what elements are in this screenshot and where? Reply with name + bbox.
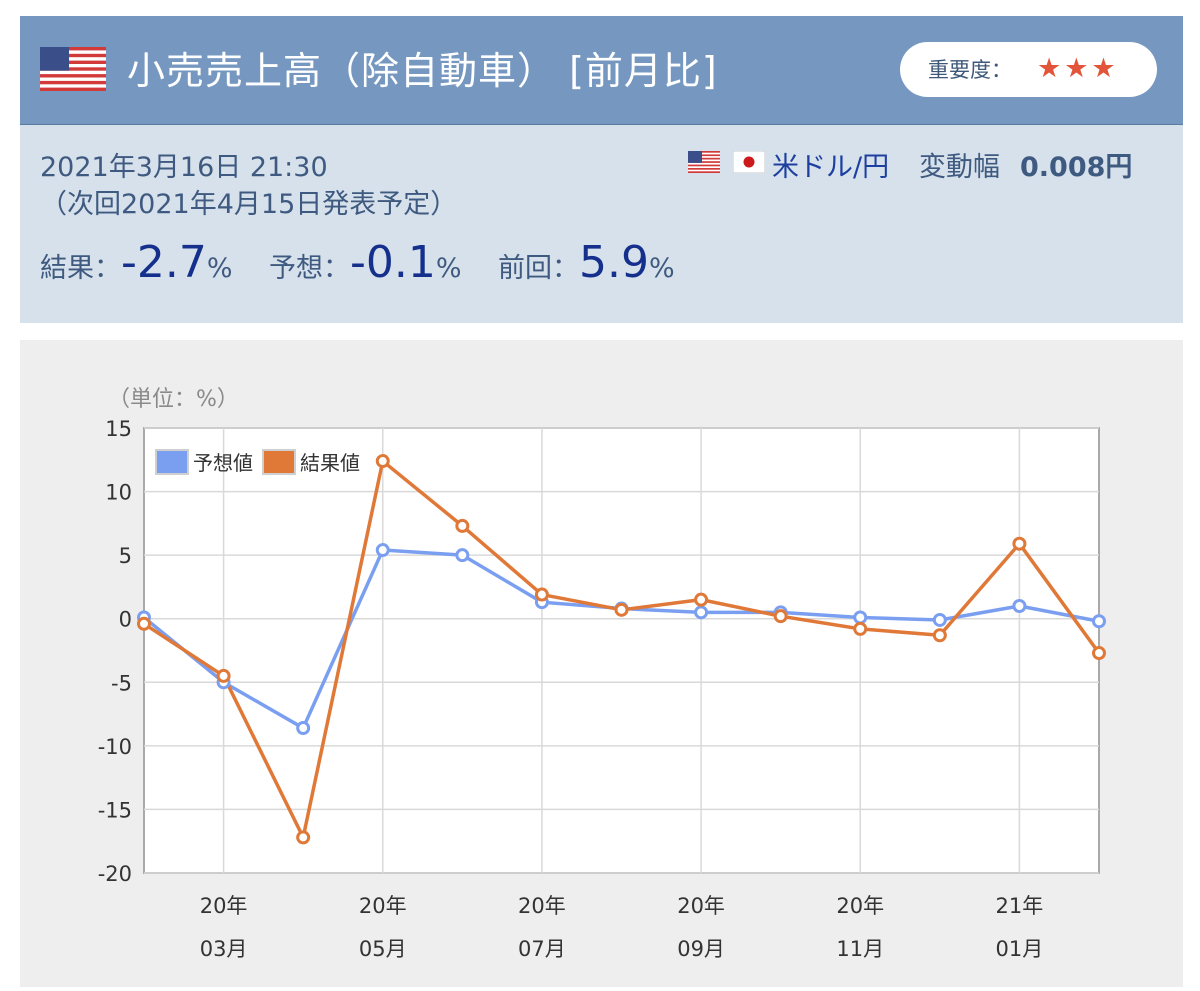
currency-pair-flags [688, 151, 773, 173]
legend-swatch-forecast [155, 449, 189, 475]
y-tick-label: 5 [119, 544, 132, 568]
legend-label-forecast: 予想値 [193, 451, 253, 475]
previous-value: 5.9 [579, 237, 649, 288]
volatility-value: 0.008円 [1020, 152, 1133, 183]
importance-label: 重要度： [928, 58, 1012, 82]
y-tick-label: 15 [105, 417, 132, 441]
next-release-date: （次回2021年4月15日発表予定） [40, 189, 458, 220]
legend-label-result: 結果値 [300, 451, 360, 475]
y-tick-label: -20 [98, 862, 132, 886]
x-tick-month-label: 01月 [996, 937, 1044, 961]
data-point-result [375, 454, 390, 469]
forecast-unit: % [435, 253, 462, 284]
y-tick-label: 10 [105, 481, 132, 505]
data-point-result [137, 616, 151, 631]
data-point-forecast [932, 612, 947, 627]
chart-grid [144, 427, 1099, 874]
previous-metric: 前回：5.9% [498, 237, 675, 288]
forecast-label: 予想： [269, 253, 350, 284]
forecast-value: -0.1 [350, 237, 436, 288]
us-flag-icon [40, 47, 106, 91]
volatility-label: 変動幅 [919, 152, 1000, 183]
star-icon: ★★★ [1037, 53, 1119, 84]
x-tick-month-label: 09月 [677, 937, 725, 961]
data-point-result [455, 518, 470, 533]
data-point-forecast [1012, 599, 1027, 613]
x-tick-year-label: 20年 [200, 894, 248, 918]
data-point-result [853, 621, 868, 636]
x-tick-year-label: 20年 [677, 894, 725, 918]
forecast-metric: 予想：-0.1% [269, 237, 462, 288]
data-point-forecast [1092, 614, 1106, 629]
data-point-forecast [455, 548, 470, 563]
y-tick-label: -15 [98, 798, 132, 822]
data-point-result [1092, 646, 1106, 661]
data-point-forecast [296, 721, 311, 736]
chart-legend: 予想値 結果値 [155, 449, 360, 475]
x-tick-year-label: 20年 [359, 894, 407, 918]
release-datetime: 2021年3月16日 21:30 [40, 152, 328, 183]
data-point-result [216, 668, 231, 683]
result-unit: % [206, 253, 233, 284]
data-point-result [296, 830, 311, 845]
y-tick-label: -10 [98, 735, 132, 759]
data-point-result [773, 609, 788, 624]
importance-badge: 重要度： ★★★ [900, 42, 1157, 97]
result-label: 結果： [40, 253, 121, 284]
previous-label: 前回： [498, 253, 579, 284]
data-point-result [932, 628, 947, 643]
page-title: 小売売上高（除自動車） [前月比] [127, 49, 718, 93]
y-tick-label: -5 [111, 671, 132, 695]
x-axis: 20年 03月 20年 05月 20年 07月 20年 09月 20年 11月 21年 01月 [200, 894, 1044, 961]
data-point-forecast [694, 605, 709, 620]
data-point-result [1012, 536, 1027, 551]
x-tick-month-label: 05月 [359, 937, 407, 961]
currency-pair-link[interactable]: 米ドル/円 [772, 152, 890, 183]
result-value: -2.7 [121, 237, 207, 288]
previous-unit: % [648, 253, 675, 284]
data-point-result [694, 592, 709, 607]
data-point-result [534, 587, 549, 602]
japan-flag-icon [733, 151, 766, 173]
result-metric: 結果：-2.7% [40, 237, 233, 288]
y-tick-label: 0 [119, 608, 132, 632]
chart-series [137, 454, 1106, 845]
indicator-header: 小売売上高（除自動車） [前月比] 重要度： ★★★ [20, 16, 1183, 126]
us-flag-icon [688, 151, 720, 173]
release-info-panel: 2021年3月16日 21:30 （次回2021年4月15日発表予定） 米ドル/… [20, 125, 1183, 323]
x-tick-month-label: 03月 [200, 937, 248, 961]
data-point-result [614, 602, 629, 617]
x-tick-month-label: 07月 [518, 937, 566, 961]
x-tick-year-label: 20年 [836, 894, 884, 918]
x-tick-year-label: 21年 [996, 894, 1044, 918]
chart-panel: （単位：%） 15 10 5 0 -5 -10 -15 -20 20年 03月 20年 05月 20年… [20, 340, 1183, 987]
x-tick-month-label: 11月 [836, 937, 884, 961]
data-point-forecast [375, 543, 390, 558]
data-point-forecast [853, 610, 868, 625]
x-tick-year-label: 20年 [518, 894, 566, 918]
legend-swatch-result [262, 449, 296, 475]
y-axis: 15 10 5 0 -5 -10 -15 -20 [98, 417, 132, 886]
chart-unit-label: （単位：%） [108, 387, 239, 412]
